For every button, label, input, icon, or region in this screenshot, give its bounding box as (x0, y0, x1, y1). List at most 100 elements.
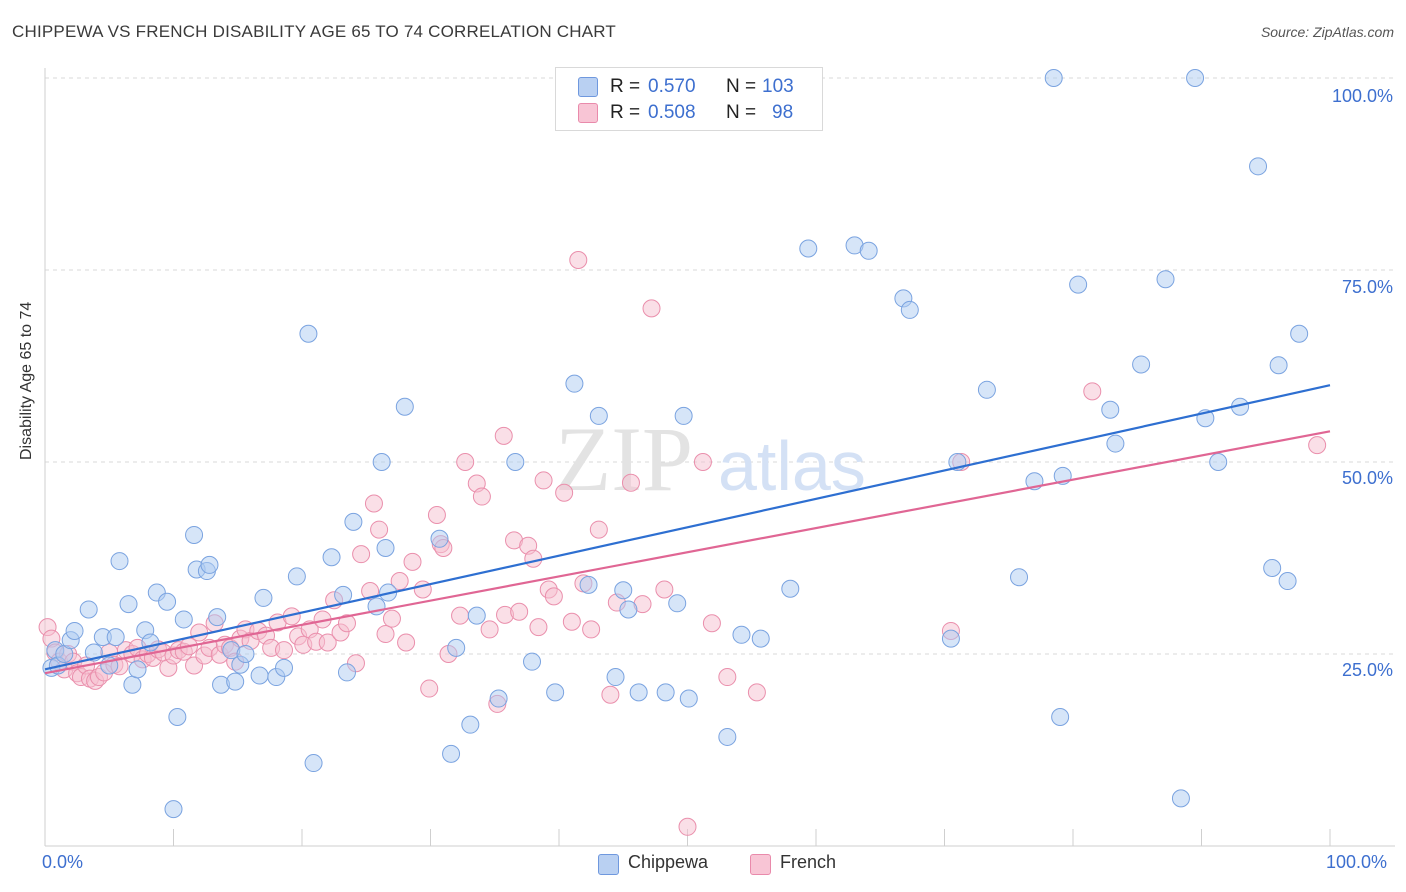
point-chippewa (1044, 69, 1063, 87)
point-chippewa (1051, 707, 1070, 726)
point-french (544, 587, 563, 606)
trend-line-french (44, 430, 1331, 675)
point-french (569, 251, 588, 270)
point-french (589, 520, 608, 539)
bottom-legend-swatch-chippewa (598, 854, 619, 875)
point-chippewa (158, 592, 177, 611)
point-french (190, 623, 209, 642)
point-chippewa (718, 727, 737, 746)
point-french (337, 614, 356, 633)
point-french (702, 614, 721, 633)
point-french (1308, 436, 1327, 455)
point-chippewa (1156, 270, 1175, 289)
point-french (534, 471, 553, 490)
point-chippewa (1010, 568, 1029, 587)
point-chippewa (589, 406, 608, 425)
point-chippewa (164, 800, 183, 819)
point-french (275, 641, 294, 660)
legend-r-label: R = (610, 76, 641, 97)
legend-r-value: 0.570 (648, 76, 696, 97)
point-french (747, 683, 766, 702)
bottom-legend-label-french: French (780, 852, 837, 872)
point-chippewa (447, 638, 466, 657)
point-french (427, 505, 446, 524)
legend-n-label: N = (726, 76, 757, 97)
point-chippewa (523, 652, 542, 671)
point-french (582, 620, 601, 639)
point-chippewa (119, 595, 138, 614)
point-chippewa (799, 239, 818, 258)
point-french (403, 552, 422, 571)
point-french (370, 520, 389, 539)
point-chippewa (1249, 157, 1268, 176)
point-chippewa (941, 629, 960, 648)
point-chippewa (322, 548, 341, 567)
legend-n-value: 103 (762, 76, 794, 97)
point-chippewa (1132, 355, 1151, 374)
point-chippewa (236, 645, 255, 663)
point-chippewa (254, 588, 273, 607)
point-chippewa (629, 683, 648, 702)
point-french (655, 580, 674, 599)
point-french (361, 582, 380, 601)
point-chippewa (614, 581, 633, 600)
legend-swatch-chippewa (578, 77, 598, 97)
point-chippewa (110, 552, 129, 571)
point-chippewa (1263, 558, 1282, 577)
point-french (642, 299, 661, 318)
point-chippewa (977, 380, 996, 399)
point-french (510, 602, 529, 621)
point-chippewa (546, 683, 565, 702)
point-french (678, 817, 697, 836)
point-french (524, 549, 543, 568)
series-french-points (38, 251, 1327, 836)
point-chippewa (106, 628, 125, 647)
point-french (480, 620, 499, 639)
point-chippewa (506, 453, 525, 471)
point-french (562, 612, 581, 631)
point-chippewa (679, 689, 698, 708)
x-tick-min: 0.0% (42, 852, 84, 872)
point-chippewa (372, 453, 391, 471)
point-chippewa (174, 610, 193, 629)
legend-n-label: N = (726, 102, 757, 123)
point-french (376, 625, 395, 644)
chart-title: CHIPPEWA VS FRENCH DISABILITY AGE 65 TO … (12, 22, 617, 41)
point-french (390, 572, 409, 591)
point-chippewa (185, 525, 204, 544)
gridlines (45, 77, 1395, 655)
point-french (494, 426, 513, 445)
trend-line-chippewa (44, 384, 1331, 671)
point-chippewa (467, 606, 486, 625)
point-chippewa (579, 575, 598, 594)
point-chippewa (565, 374, 584, 393)
point-chippewa (128, 660, 147, 679)
point-chippewa (461, 715, 480, 734)
point-chippewa (489, 689, 508, 708)
point-chippewa (1278, 572, 1297, 591)
point-french (318, 633, 337, 652)
point-chippewa (337, 663, 356, 682)
y-tick-50: 50.0% (1341, 468, 1393, 488)
watermark-zip: ZIP (555, 408, 693, 510)
point-chippewa (751, 629, 770, 648)
point-french (693, 453, 712, 471)
point-chippewa (1269, 356, 1288, 375)
point-chippewa (200, 555, 219, 574)
point-french (382, 609, 401, 628)
y-tick-75: 75.0% (1341, 277, 1393, 297)
point-chippewa (250, 666, 269, 685)
point-chippewa (287, 567, 306, 586)
point-french (397, 633, 416, 652)
point-chippewa (168, 707, 187, 726)
point-french (1083, 382, 1102, 401)
point-chippewa (395, 397, 414, 416)
point-chippewa (208, 608, 227, 627)
point-chippewa (900, 300, 919, 319)
y-tick-25: 25.0% (1341, 660, 1393, 680)
point-french (456, 453, 475, 471)
point-french (451, 606, 470, 625)
point-chippewa (1106, 434, 1125, 453)
source-label: Source: ZipAtlas.com (1260, 24, 1394, 40)
